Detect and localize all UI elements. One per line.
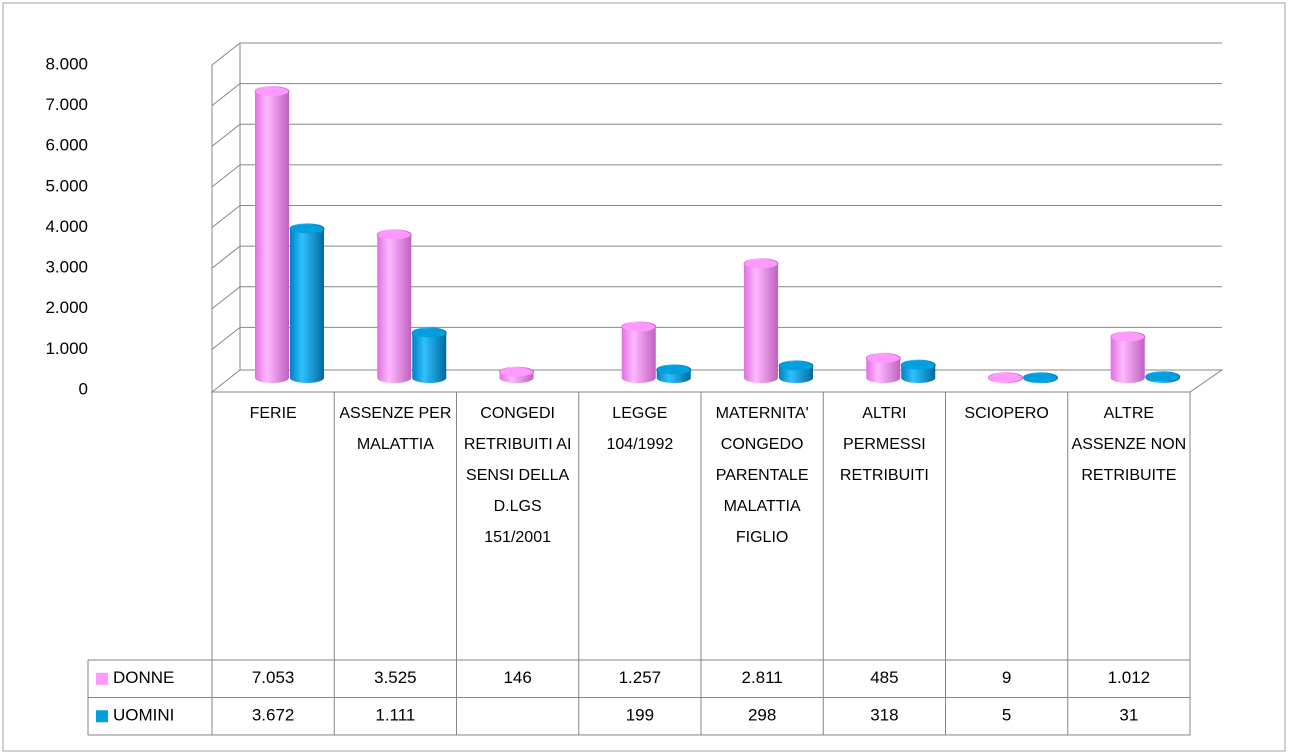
y-tick-label: 4.000 (45, 217, 88, 236)
grid-line (211, 205, 1222, 228)
y-tick-label: 6.000 (45, 136, 88, 155)
data-label: 298 (748, 706, 776, 725)
cylinder-top (656, 364, 692, 376)
grid-line (211, 286, 1222, 310)
cylinder (621, 321, 657, 383)
cylinder-top (411, 327, 447, 339)
cylinder-body (621, 326, 656, 378)
cylinder (988, 372, 1023, 384)
cylinder (1023, 372, 1058, 384)
x-tick-label: MATERNITA' CONGEDO PARENTALE MALATTIA FI… (715, 405, 809, 546)
cylinder-top (900, 359, 936, 371)
grid-line (211, 245, 1222, 269)
x-tick-label: FERIE (249, 405, 297, 422)
data-label: 1.111 (375, 706, 415, 725)
cylinder-top (376, 229, 412, 241)
data-label: 2.811 (741, 668, 782, 687)
cylinder-top (1023, 372, 1058, 384)
cylinder-top (1110, 331, 1146, 343)
cylinder-top (289, 223, 325, 235)
cylinder-body (412, 332, 447, 378)
cylinder (743, 258, 779, 383)
data-label: 31 (1119, 706, 1138, 725)
y-tick-label: 0 (79, 379, 88, 398)
grid-line (211, 123, 1222, 147)
grid-line (211, 42, 1222, 66)
y-tick-label: 3.000 (45, 258, 88, 277)
cylinder-top (499, 366, 534, 378)
data-label: 1.012 (1108, 668, 1151, 687)
cylinder (900, 359, 936, 383)
x-tick-label: CONGEDI RETRIBUITI AI SENSI DELLA D.LGS … (463, 405, 572, 546)
data-label: 7.053 (252, 668, 295, 687)
cylinder-body (866, 358, 901, 378)
cylinder (376, 229, 412, 383)
cylinder (499, 366, 534, 383)
cylinder-body (377, 234, 412, 378)
x-tick-label: ASSENZE PER MALATTIA (339, 405, 452, 453)
cylinder-top (621, 321, 657, 333)
y-tick-label: 5.000 (45, 176, 88, 195)
y-tick-label: 7.000 (45, 95, 88, 114)
cylinder (1110, 331, 1146, 383)
grid-line (211, 83, 1222, 107)
cylinder (778, 360, 814, 383)
data-label: 1.257 (619, 668, 662, 687)
grid-line (211, 326, 1222, 350)
x-tick-label: SCIOPERO (964, 405, 1049, 422)
cylinder (289, 223, 325, 383)
cylinder-body (744, 263, 778, 378)
cylinder-top (254, 85, 290, 97)
legend-key (96, 710, 108, 723)
cylinder (865, 352, 901, 383)
data-label: 3.672 (252, 706, 295, 725)
data-label: 318 (870, 706, 898, 725)
legend-key (96, 672, 108, 685)
cylinder-top (988, 372, 1023, 384)
data-label: 9 (1002, 668, 1011, 687)
x-tick-label: ALTRI PERMESSI RETRIBUITI (839, 405, 929, 484)
floor (210, 369, 1224, 393)
cylinder (411, 327, 447, 383)
cylinder-body (255, 91, 289, 379)
cylinder (656, 364, 692, 383)
cylinder-body (290, 228, 324, 378)
cylinder-top (743, 258, 779, 270)
cylinder-top (865, 352, 901, 364)
y-tick-label: 2.000 (45, 298, 88, 317)
cylinder (1145, 371, 1181, 383)
y-tick-label: 8.000 (45, 54, 88, 73)
data-label: 485 (870, 668, 898, 687)
data-label: 146 (503, 668, 531, 687)
x-tick-label: ALTRE ASSENZE NON RETRIBUITE (1071, 405, 1187, 484)
cylinder-body (1110, 336, 1145, 378)
legend-label: DONNE (113, 668, 174, 687)
data-label: 199 (626, 706, 654, 725)
legend-label: UOMINI (113, 706, 174, 725)
grid-line (211, 164, 1222, 188)
data-label: 3.525 (374, 668, 417, 687)
data-label: 5 (1002, 706, 1011, 725)
cylinder-top (778, 360, 814, 372)
cylinder (254, 85, 290, 383)
y-tick-label: 1.000 (45, 339, 88, 358)
cylinder-top (1145, 371, 1181, 383)
x-tick-label: LEGGE 104/1992 (606, 405, 674, 453)
